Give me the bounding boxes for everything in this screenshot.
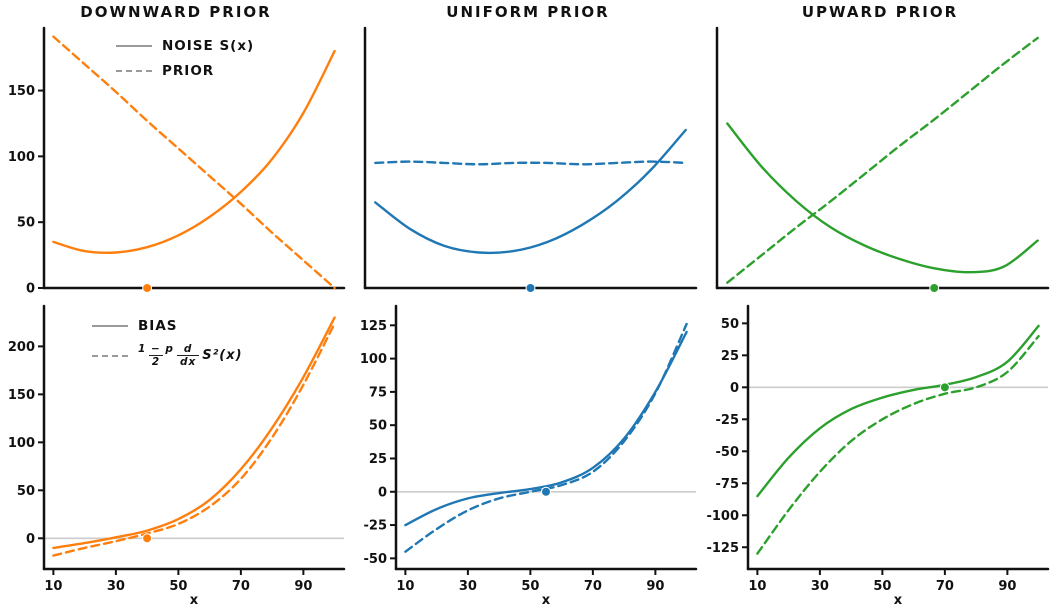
svg-text:100: 100 — [8, 436, 35, 451]
svg-text:75: 75 — [369, 385, 387, 400]
legend-noise-prior: NOISE S(x) PRIOR — [116, 38, 254, 79]
svg-text:30: 30 — [107, 579, 125, 594]
svg-text:150: 150 — [8, 388, 35, 403]
panel-title-downward: DOWNWARD PRIOR — [80, 3, 272, 21]
legend-solid-line-sample — [116, 45, 152, 47]
svg-text:70: 70 — [232, 579, 250, 594]
svg-text:70: 70 — [936, 579, 954, 594]
column-upward: UPWARD PRIOR -125 -100 -75 -50 -25 0 25 50 10 30 5… — [704, 0, 1056, 609]
svg-text:70: 70 — [584, 579, 602, 594]
svg-text:50: 50 — [17, 216, 35, 231]
svg-text:50: 50 — [873, 579, 891, 594]
panel-title-upward: UPWARD PRIOR — [801, 3, 959, 21]
svg-text:-25: -25 — [716, 413, 740, 428]
chart-uniform-noise-prior — [363, 26, 698, 293]
fraction-d-over-dx: d dx — [176, 343, 200, 368]
svg-text:x: x — [894, 593, 903, 608]
formula-s-squared: S²(x) — [202, 348, 243, 364]
svg-text:0: 0 — [26, 282, 35, 297]
panel-downward-top: 0 50 100 150 NOISE S(x) PRIOR — [0, 22, 352, 300]
svg-text:150: 150 — [8, 84, 35, 99]
svg-text:25: 25 — [721, 349, 739, 364]
svg-text:-50: -50 — [364, 552, 388, 567]
legend-label-bias-formula: 1 − p 2 d dx S²(x) — [138, 343, 243, 368]
panel-upward-top — [704, 22, 1056, 300]
legend-dashed-line-sample — [92, 354, 128, 357]
legend-row-noise: NOISE S(x) — [116, 38, 254, 54]
svg-text:200: 200 — [8, 340, 35, 355]
svg-text:0: 0 — [378, 485, 387, 500]
chart-upward-bias: -125 -100 -75 -50 -25 0 25 50 10 30 50 70 90 x — [706, 304, 1050, 608]
svg-text:50: 50 — [169, 579, 187, 594]
fraction-denominator: dx — [176, 355, 200, 368]
svg-text:10: 10 — [396, 579, 414, 594]
fraction-numerator: d — [183, 343, 193, 355]
svg-text:-50: -50 — [716, 445, 740, 460]
svg-text:-100: -100 — [706, 509, 739, 524]
legend-label-prior: PRIOR — [162, 63, 215, 79]
chart-downward-noise-prior: 0 50 100 150 — [8, 26, 346, 297]
svg-text:50: 50 — [369, 419, 387, 434]
legend-row-prior: PRIOR — [116, 63, 254, 79]
svg-text:x: x — [542, 593, 551, 608]
legend-label-noise: NOISE S(x) — [162, 38, 255, 54]
legend-row-bias-formula: 1 − p 2 d dx S²(x) — [92, 343, 243, 368]
svg-text:50: 50 — [17, 484, 35, 499]
svg-text:90: 90 — [294, 579, 312, 594]
svg-text:90: 90 — [646, 579, 664, 594]
svg-text:x: x — [190, 593, 199, 608]
legend-dashed-line-sample — [116, 70, 152, 72]
panel-uniform-bottom: -50 -25 0 25 50 75 100 125 10 30 50 70 90 x — [352, 300, 704, 609]
svg-text:30: 30 — [459, 579, 477, 594]
svg-text:25: 25 — [369, 452, 387, 467]
svg-text:125: 125 — [360, 319, 387, 334]
legend-row-bias: BIAS — [92, 318, 243, 334]
chart-downward-bias: 0 50 100 150 200 10 30 50 70 90 x — [8, 304, 346, 608]
chart-upward-noise-prior — [715, 26, 1050, 293]
svg-text:10: 10 — [748, 579, 766, 594]
svg-text:100: 100 — [8, 150, 35, 165]
panel-uniform-top — [352, 22, 704, 300]
panel-title-uniform: UNIFORM PRIOR — [446, 3, 610, 21]
svg-text:0: 0 — [26, 532, 35, 547]
fraction-one-minus-p-over-2: 1 − p 2 — [138, 343, 174, 368]
svg-text:90: 90 — [998, 579, 1016, 594]
svg-text:-75: -75 — [716, 477, 740, 492]
svg-text:10: 10 — [44, 579, 62, 594]
chart-uniform-bias: -50 -25 0 25 50 75 100 125 10 30 50 70 90 x — [360, 304, 698, 608]
fraction-denominator: 2 — [148, 355, 164, 368]
legend-solid-line-sample — [92, 325, 128, 327]
svg-text:100: 100 — [360, 352, 387, 367]
svg-text:50: 50 — [521, 579, 539, 594]
fraction-numerator: 1 − p — [138, 343, 174, 355]
legend-bias: BIAS 1 − p 2 d dx S²(x) — [92, 318, 243, 368]
column-downward: DOWNWARD PRIOR 0 50 100 150 NOISE S(x) PRIO… — [0, 0, 352, 609]
panel-upward-bottom: -125 -100 -75 -50 -25 0 25 50 10 30 50 70 90 x — [704, 300, 1056, 609]
legend-label-bias: BIAS — [138, 318, 178, 334]
svg-text:50: 50 — [721, 317, 739, 332]
svg-text:0: 0 — [730, 381, 739, 396]
svg-text:-125: -125 — [706, 541, 739, 556]
svg-text:-25: -25 — [364, 519, 388, 534]
panel-downward-bottom: 0 50 100 150 200 10 30 50 70 90 x BIAS 1 − p 2 d — [0, 300, 352, 609]
column-uniform: UNIFORM PRIOR -50 -25 0 25 50 75 100 125 10 30 50 7… — [352, 0, 704, 609]
svg-text:30: 30 — [811, 579, 829, 594]
